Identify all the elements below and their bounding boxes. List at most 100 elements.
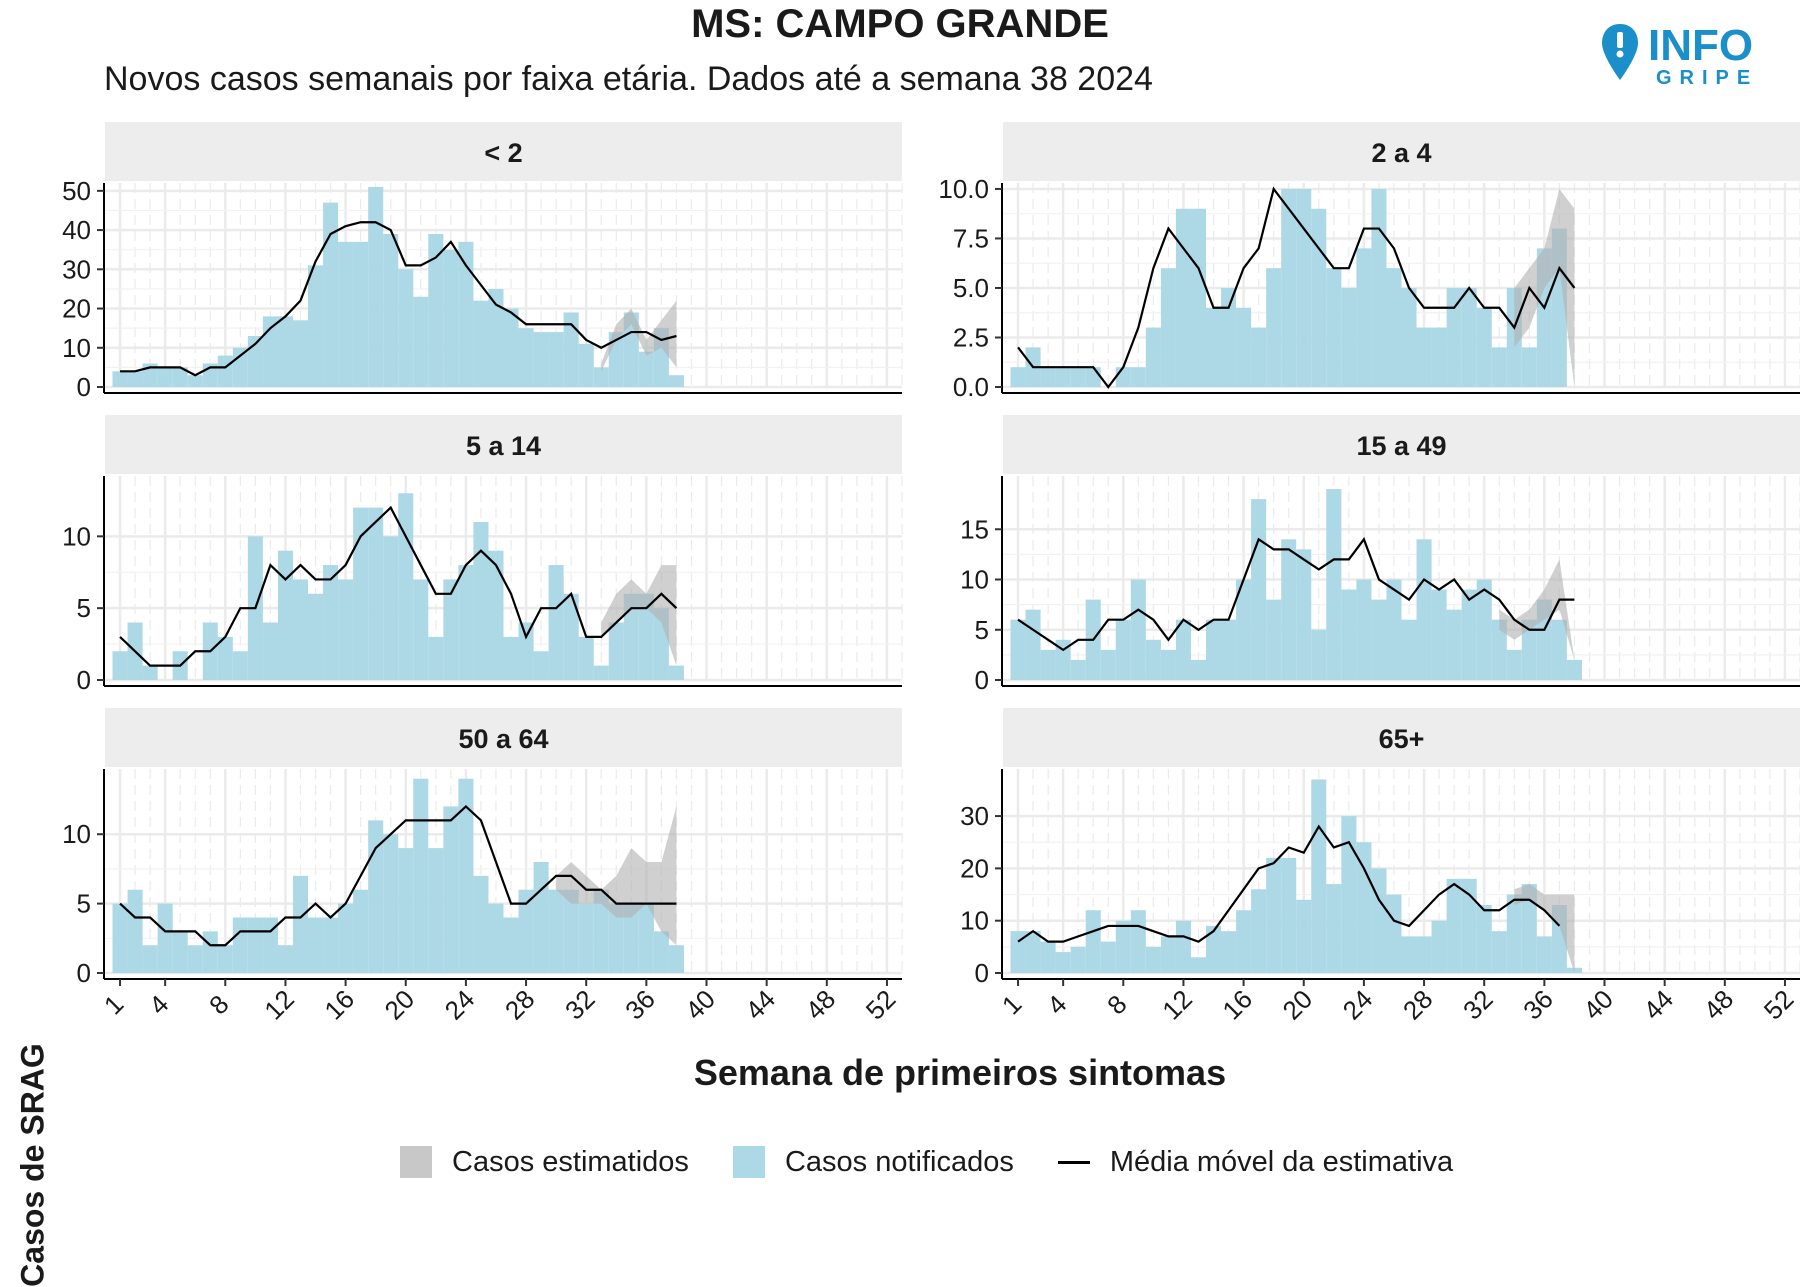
reported-bar [217,945,233,973]
reported-bar [1446,878,1462,973]
facet-4: 15 a 49 0 5 10 15 [960,415,1800,695]
y-tick-label: 0 [77,958,91,988]
reported-bar [277,945,293,973]
reported-bar [308,265,324,387]
reported-bar [578,343,594,387]
x-tick-label: 28 [499,984,541,1026]
x-tick-label: 52 [1758,984,1800,1026]
y-tick-label: 5 [975,615,989,645]
reported-bar [1446,287,1462,387]
reported-bar [1461,589,1477,680]
reported-bar [488,550,504,680]
reported-bar [292,579,309,680]
reported-bar [172,931,188,973]
reported-bar [1326,489,1342,680]
facet-strip-label: 2 a 4 [1371,138,1431,168]
reported-bar [1010,931,1026,973]
reported-bar [1266,268,1282,387]
x-tick-label: 16 [1216,984,1258,1026]
reported-bar [1281,539,1297,680]
reported-bar [323,917,339,973]
legend-label-moving-avg: Média móvel da estimativa [1109,1145,1454,1178]
reported-bar [1130,367,1146,387]
reported-bar [232,651,248,680]
reported-bar [1476,579,1492,680]
reported-bar [1416,327,1432,387]
reported-bar [383,234,399,387]
y-tick-label: 0 [975,958,989,988]
reported-bar [232,917,248,973]
reported-bar [127,889,143,973]
reported-bar [1130,579,1146,680]
reported-bar [353,241,369,387]
reported-bar [1326,884,1342,973]
reported-bar [1521,619,1537,680]
reported-bar [1085,910,1101,973]
moving-average-line [119,505,678,667]
facet-strip [105,415,902,474]
reported-bar [1296,549,1312,680]
reported-bar [473,875,489,973]
facet-strip-label: 65+ [1379,724,1425,754]
reported-bar [1566,659,1582,680]
reported-bar [428,234,444,387]
reported-bar [1115,619,1131,680]
estimated-band [1514,884,1575,973]
reported-bar [368,186,384,387]
x-tick-label: 32 [1457,984,1499,1026]
y-tick-label: 5 [77,593,91,623]
reported-bar [157,903,173,973]
logo-text-gripe: GRIPE [1656,67,1758,89]
reported-bar [112,651,128,680]
reported-bar [593,665,609,680]
reported-bar [1115,920,1131,973]
reported-bar [1175,920,1191,973]
facet-strip [1003,415,1800,474]
reported-bar [518,622,534,680]
reported-bar [217,636,233,680]
reported-bar [1341,589,1357,680]
reported-bar [1311,629,1327,680]
reported-bar [428,636,444,680]
reported-bar [1266,599,1282,680]
reported-bar [503,917,519,973]
reported-bar [1221,287,1237,387]
reported-bar [563,593,579,680]
reported-bar [443,806,459,973]
reported-bar [413,296,429,387]
reported-bar [112,371,128,387]
reported-bar [653,931,669,973]
reported-bar [1431,589,1447,680]
reported-bar [1190,957,1207,973]
legend: Casos estimatidos Casos notificados Médi… [400,1140,1497,1184]
legend-item-moving-avg: Média móvel da estimativa [1057,1145,1454,1179]
reported-bar [473,300,489,387]
y-tick-label: 10 [62,521,91,551]
infogripe-logo: INFO GRIPE [1600,21,1790,92]
reported-bar [413,579,429,680]
reported-bar [308,593,324,680]
x-tick-label: 16 [318,984,360,1026]
reported-bar [308,917,324,973]
reported-bar [1311,779,1327,973]
facet-strip [1003,122,1800,181]
reported-bar [1010,367,1026,387]
reported-bar [578,636,594,680]
reported-bar [1551,619,1567,680]
chart-subtitle: Novos casos semanais por faixa etária. D… [104,60,1153,98]
reported-bar [1356,579,1372,680]
reported-bar [338,241,354,387]
legend-key-moving-avg [1057,1160,1090,1164]
reported-bar [623,903,639,973]
reported-bar [488,903,504,973]
reported-bar [1251,889,1267,973]
y-tick-label: 0 [975,665,989,695]
facet-strip-label: 15 a 49 [1356,431,1446,461]
reported-bar [518,889,534,973]
x-tick-label: 20 [1277,984,1319,1026]
x-tick-label: 12 [1156,984,1198,1026]
reported-bar [473,521,489,680]
estimated-band [1499,559,1575,660]
reported-bar [548,332,564,387]
reported-bar [353,889,369,973]
